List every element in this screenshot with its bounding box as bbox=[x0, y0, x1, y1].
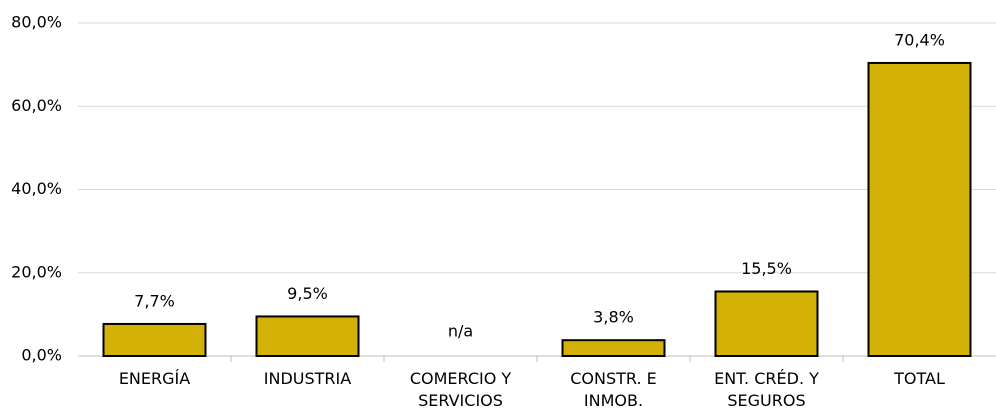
bar bbox=[561, 339, 666, 357]
x-tick-label: INDUSTRIA bbox=[263, 369, 352, 388]
value-label: 9,5% bbox=[287, 284, 328, 303]
y-tick-label: 60,0% bbox=[11, 96, 62, 115]
value-label: 15,5% bbox=[741, 259, 792, 278]
x-tick-label: TOTAL bbox=[894, 369, 945, 388]
value-label: n/a bbox=[448, 322, 473, 341]
bar bbox=[867, 61, 972, 358]
bar bbox=[714, 290, 819, 358]
value-label: 7,7% bbox=[134, 291, 175, 310]
y-tick-label: 40,0% bbox=[11, 179, 62, 198]
bar bbox=[102, 322, 207, 358]
y-tick-label: 20,0% bbox=[11, 262, 62, 281]
x-tick-label: ENERGÍA bbox=[118, 369, 191, 388]
value-label: 3,8% bbox=[593, 308, 634, 327]
x-tick-label: ENT. CRÉD. Y SEGUROS bbox=[714, 369, 819, 410]
y-tick-label: 80,0% bbox=[11, 13, 62, 32]
value-label: 70,4% bbox=[894, 30, 945, 49]
y-tick-label: 0,0% bbox=[21, 346, 62, 365]
bar bbox=[255, 315, 360, 357]
x-tick-label: CONSTR. E INMOB. bbox=[570, 369, 657, 410]
x-tick-label: COMERCIO Y SERVICIOS bbox=[409, 369, 512, 410]
